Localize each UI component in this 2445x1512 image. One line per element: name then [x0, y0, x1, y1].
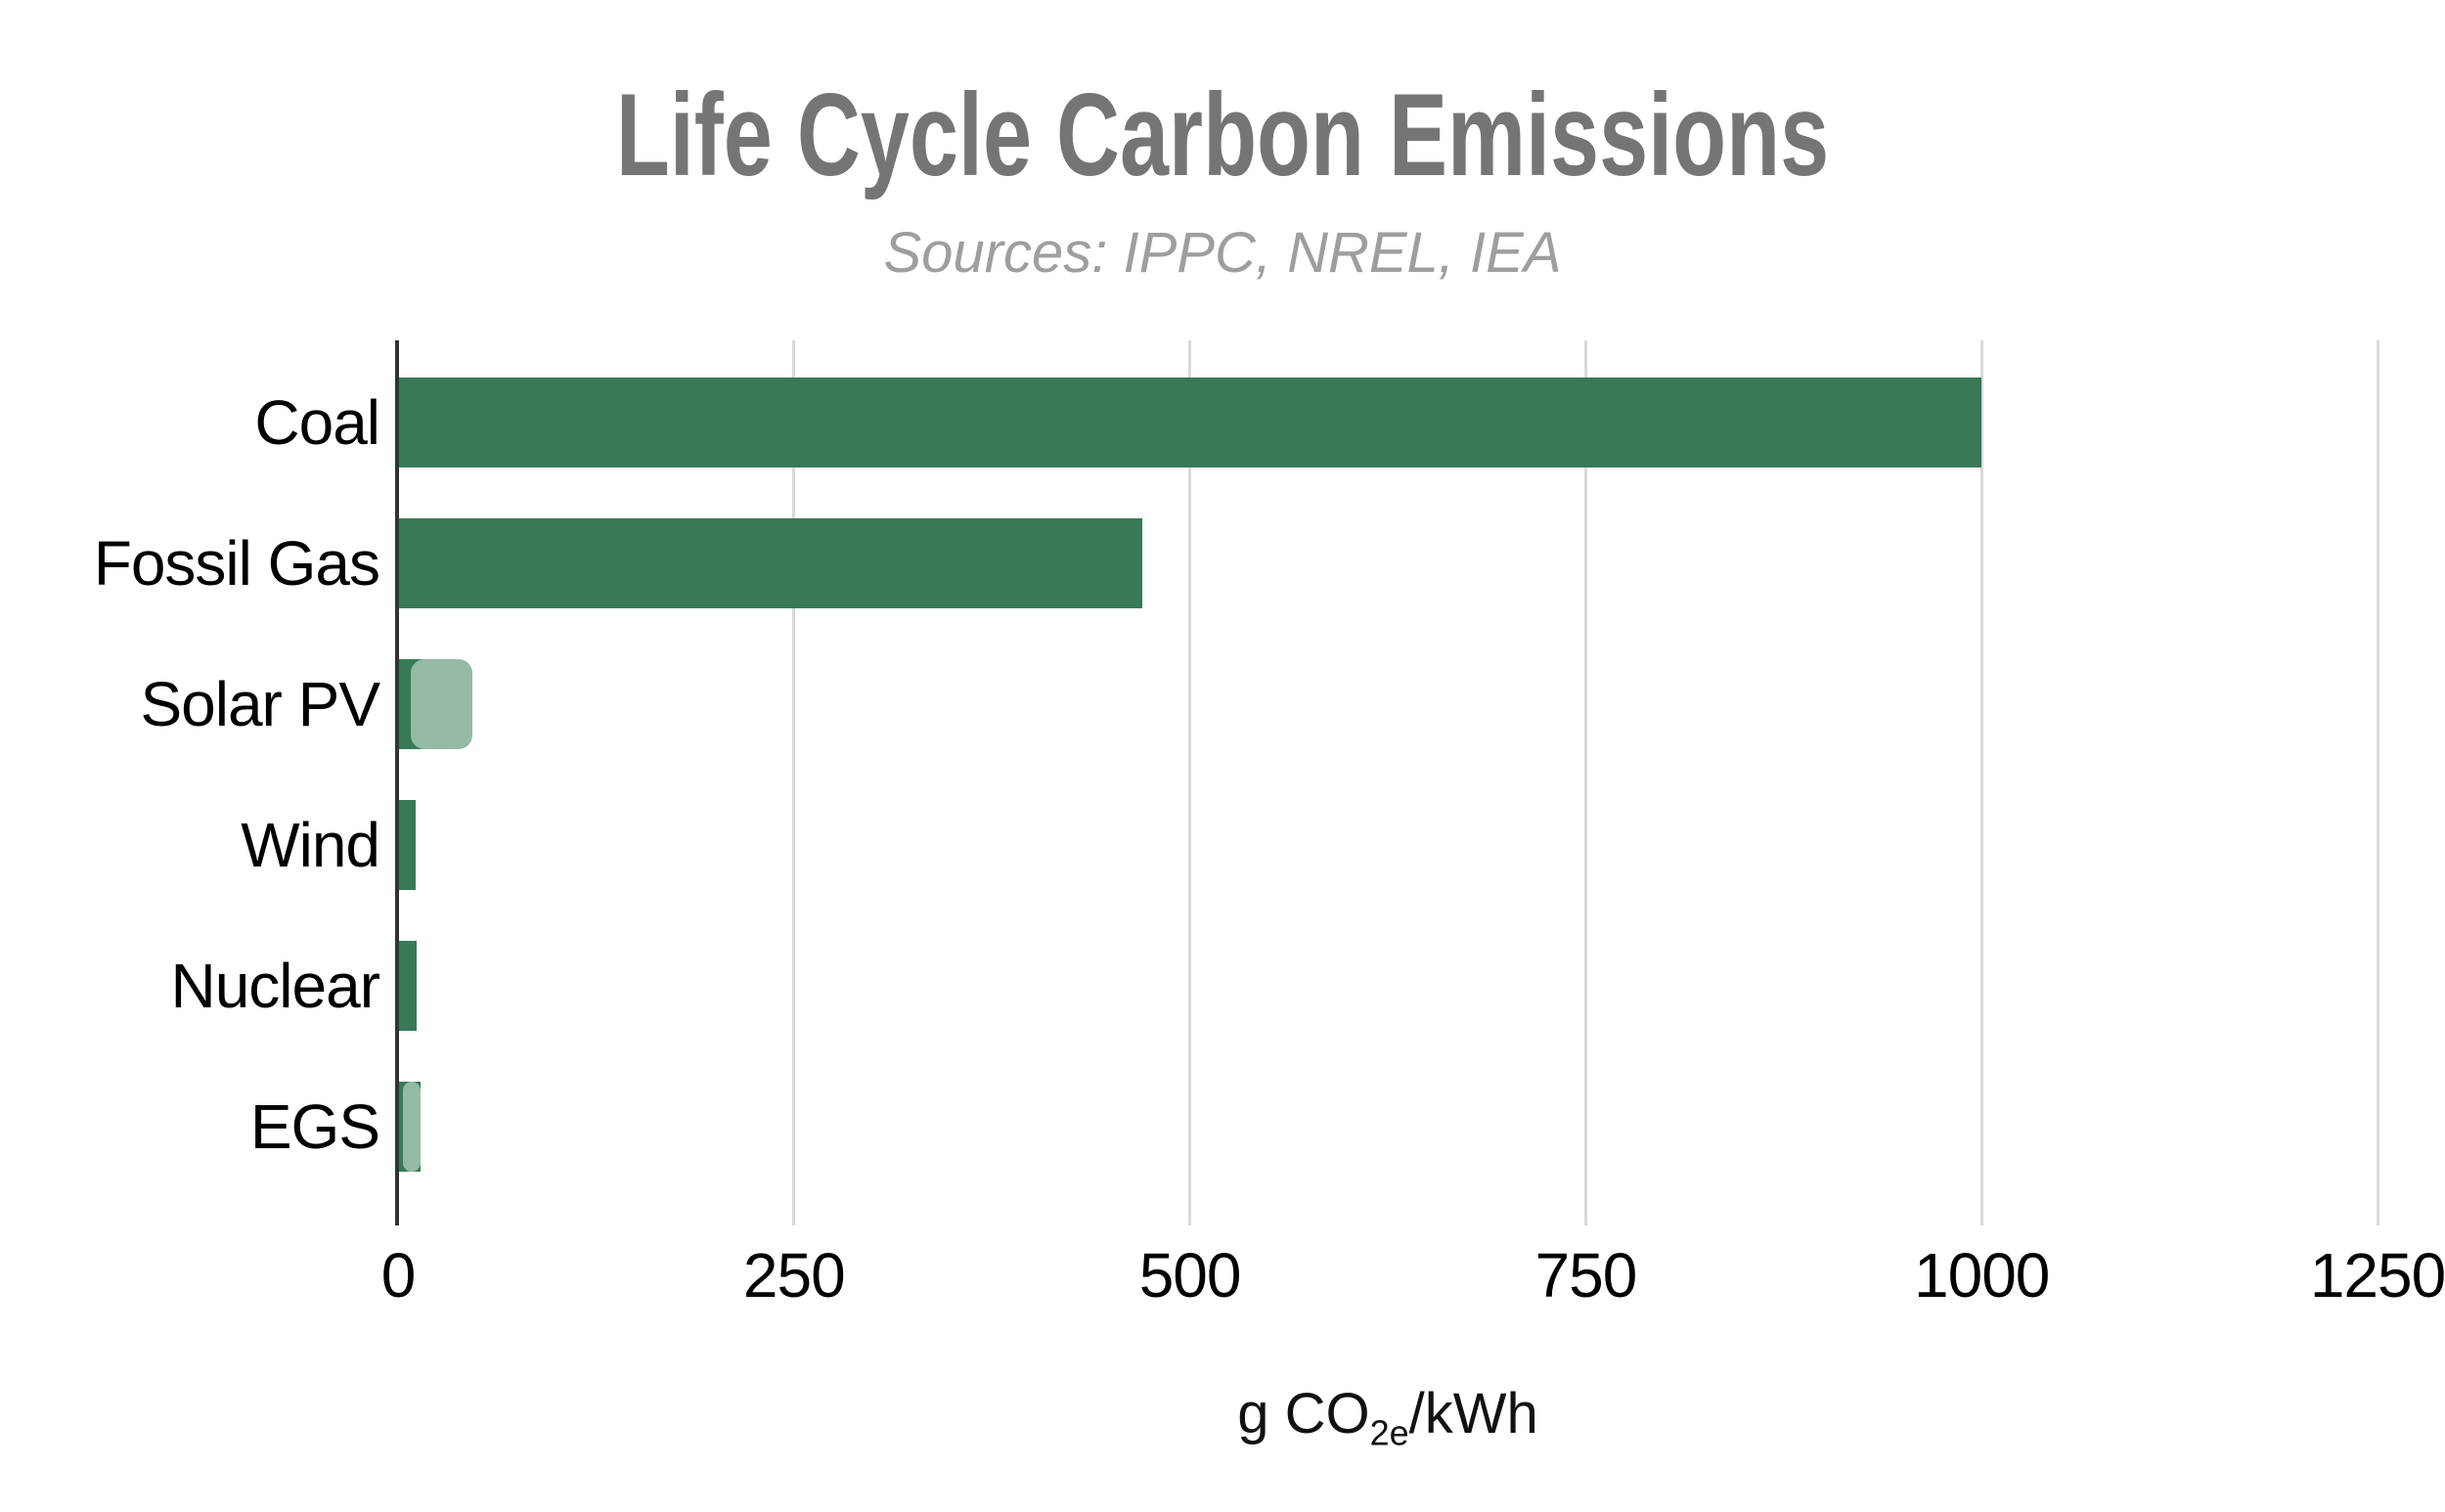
- bar-nuclear: [398, 941, 418, 1031]
- x-tick-label-1250: 1250: [2309, 1240, 2445, 1311]
- x-tick-label-750: 750: [1534, 1240, 1638, 1311]
- x-axis-title-prefix: g CO: [1237, 1382, 1370, 1445]
- chart-subtitle: Sources: IPPC, NREL, IEA: [883, 221, 1562, 285]
- bar-wind: [398, 800, 416, 890]
- x-tick-label-250: 250: [742, 1240, 846, 1311]
- gridline-500: [1188, 340, 1192, 1225]
- bar-solar-pv-secondary: [410, 659, 473, 749]
- bar-fossil-gas: [398, 518, 1143, 608]
- x-axis-title: g CO2e/kWh: [948, 1377, 1828, 1451]
- category-label-egs: EGS: [249, 1091, 380, 1162]
- category-label-solar-pv: Solar PV: [140, 669, 380, 739]
- chart-title: Life Cycle Carbon Emissions: [615, 69, 1830, 200]
- x-axis-title-subscript: 2e: [1369, 1412, 1409, 1453]
- bar-egs-secondary: [402, 1082, 421, 1172]
- y-axis-line: [395, 340, 399, 1225]
- gridline-750: [1583, 340, 1587, 1225]
- category-label-wind: Wind: [241, 810, 380, 880]
- gridline-250: [792, 340, 796, 1225]
- category-label-fossil-gas: Fossil Gas: [93, 528, 380, 599]
- category-label-nuclear: Nuclear: [170, 951, 380, 1021]
- bar-coal: [398, 378, 1982, 467]
- x-tick-label-1000: 1000: [1914, 1240, 2050, 1311]
- x-tick-label-0: 0: [380, 1240, 417, 1311]
- category-label-coal: Coal: [254, 387, 380, 458]
- gridline-1000: [1979, 340, 1983, 1225]
- gridline-1250: [2376, 340, 2379, 1225]
- x-tick-label-500: 500: [1138, 1240, 1242, 1311]
- x-axis-title-suffix: /kWh: [1408, 1382, 1538, 1445]
